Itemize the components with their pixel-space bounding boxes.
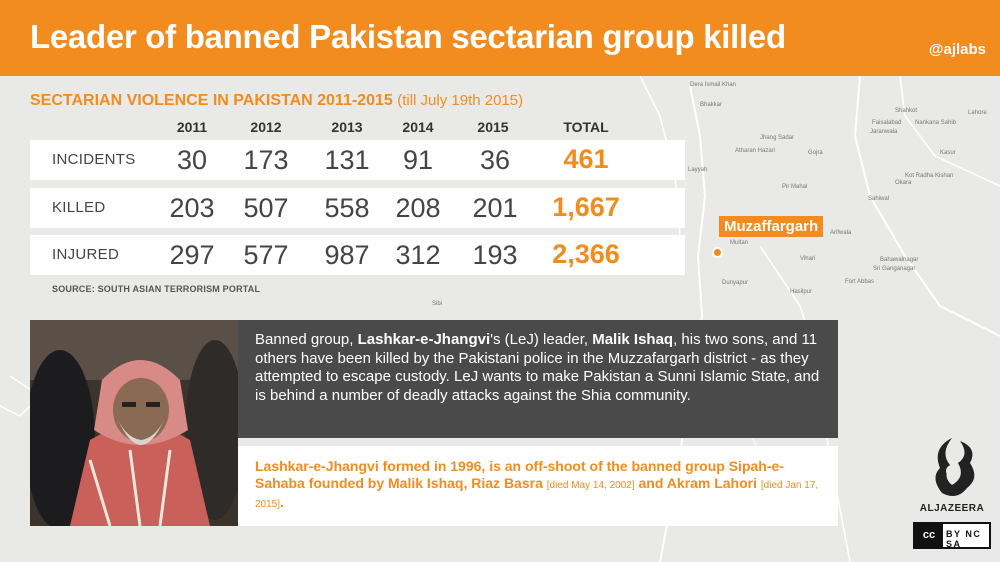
source-note: SOURCE: SOUTH ASIAN TERRORISM PORTAL <box>52 284 261 294</box>
cell-value: 203 <box>169 193 215 223</box>
cell-value: 208 <box>395 193 441 223</box>
map-label: Faisalabad <box>872 120 902 126</box>
header-banner: Leader of banned Pakistan sectarian grou… <box>0 0 1000 76</box>
cell-value: 507 <box>243 193 289 223</box>
creative-commons-badge: cc BY NC SA <box>913 522 991 549</box>
leader-name: Malik Ishaq <box>592 331 674 348</box>
death-date: [died Jan 17, 2015] <box>255 480 819 510</box>
story-text: , his two sons, and 11 others have been … <box>255 331 820 404</box>
table-row-incidents: INCIDENTS 30 173 131 91 36 461 <box>30 140 685 180</box>
city-marker-dot <box>712 247 723 258</box>
city-label-muzaffargarh: Muzaffargarh <box>719 216 824 237</box>
cell-value: 193 <box>472 240 518 270</box>
map-label: Jaranwala <box>870 129 898 135</box>
map-label: Hasilpur <box>790 289 813 295</box>
map-label: Shahkot <box>895 108 918 114</box>
column-header: 2011 <box>176 119 208 135</box>
map-label: Dera Ismail Khan <box>690 82 737 88</box>
table-title: SECTARIAN VIOLENCE IN PAKISTAN 2011-2015… <box>30 92 523 110</box>
cell-value: 173 <box>243 145 289 175</box>
row-label: KILLED <box>52 199 106 216</box>
map-label: Kot Radha Kishan <box>905 173 954 179</box>
story-summary-text: Banned group, Lashkar-e-Jhangvi's (LeJ) … <box>255 331 827 405</box>
aljazeera-logo-icon <box>935 438 975 497</box>
map-label: Vihari <box>800 256 816 262</box>
aljazeera-wordmark: ALJAZEERA <box>919 503 985 514</box>
table-title-sub: (till July 19th 2015) <box>397 92 524 109</box>
map-label: Sahiwal <box>868 196 890 202</box>
map-label: Sri Ganganagar <box>873 266 916 272</box>
map-label: Fort Abbas <box>845 279 875 285</box>
photo-malik-ishaq <box>30 320 238 526</box>
info-text: . <box>280 494 284 510</box>
cell-value: 987 <box>324 240 370 270</box>
row-label: INJURED <box>52 246 120 263</box>
map-label: Pir Mahal <box>782 184 808 190</box>
cell-value: 312 <box>395 240 441 270</box>
map-label: Lahore <box>968 110 987 116</box>
story-text: Banned group, <box>255 331 358 348</box>
story-text: 's (LeJ) leader, <box>490 331 593 348</box>
map-label: Dunyapur <box>722 280 749 286</box>
table-row-killed: KILLED 203 507 558 208 201 1,667 <box>30 188 685 228</box>
map-label: Jhang Sadar <box>760 135 795 141</box>
info-text: Lashkar-e-Jhangvi formed in 1996, is an … <box>255 458 784 491</box>
table-row-injured: INJURED 297 577 987 312 193 2,366 <box>30 235 685 275</box>
cell-value: 297 <box>169 240 215 270</box>
map-label: Atharan Hazari <box>735 148 776 154</box>
map-label: Gojra <box>808 150 823 156</box>
column-header: 2015 <box>477 119 509 135</box>
column-header: 2013 <box>331 119 363 135</box>
map-label: Arifwala <box>830 230 852 236</box>
map-label: Sibi <box>432 301 443 307</box>
death-date: [died May 14, 2002] <box>546 480 635 491</box>
cell-value: 36 <box>479 145 511 175</box>
twitter-handle: @ajlabs <box>928 41 986 58</box>
info-text: and Akram Lahori <box>634 475 761 491</box>
cell-total: 2,366 <box>552 239 620 269</box>
cell-value: 131 <box>324 145 370 175</box>
cell-value: 577 <box>243 240 289 270</box>
column-header-total: TOTAL <box>563 119 609 135</box>
page-title: Leader of banned Pakistan sectarian grou… <box>30 18 786 55</box>
map-label: Multan <box>730 240 749 246</box>
map-label: Okara <box>895 180 912 186</box>
cc-terms: BY NC SA <box>946 529 982 549</box>
portrait-illustration <box>30 320 238 526</box>
group-name: Lashkar-e-Jhangvi <box>357 331 491 348</box>
background-info-box: Lashkar-e-Jhangvi formed in 1996, is an … <box>238 446 838 526</box>
column-header: 2012 <box>250 119 282 135</box>
map-label: Layyah <box>688 167 708 173</box>
cell-value: 558 <box>324 193 370 223</box>
story-summary-box: Banned group, Lashkar-e-Jhangvi's (LeJ) … <box>238 320 838 438</box>
row-label: INCIDENTS <box>52 151 136 168</box>
cell-value: 30 <box>176 145 208 175</box>
cell-total: 461 <box>563 144 609 174</box>
cell-value: 201 <box>472 193 518 223</box>
table-title-main: SECTARIAN VIOLENCE IN PAKISTAN 2011-2015 <box>30 92 393 109</box>
map-label: Bhakkar <box>700 102 723 108</box>
background-info-text: Lashkar-e-Jhangvi formed in 1996, is an … <box>255 458 827 513</box>
map-label: Nankana Sahib <box>915 120 957 126</box>
cell-total: 1,667 <box>552 192 620 222</box>
map-label: Kasur <box>940 150 956 156</box>
cell-value: 91 <box>402 145 434 175</box>
column-header: 2014 <box>402 119 434 135</box>
map-label: Bahawalnagar <box>880 257 919 263</box>
cc-icon: cc <box>915 524 943 547</box>
